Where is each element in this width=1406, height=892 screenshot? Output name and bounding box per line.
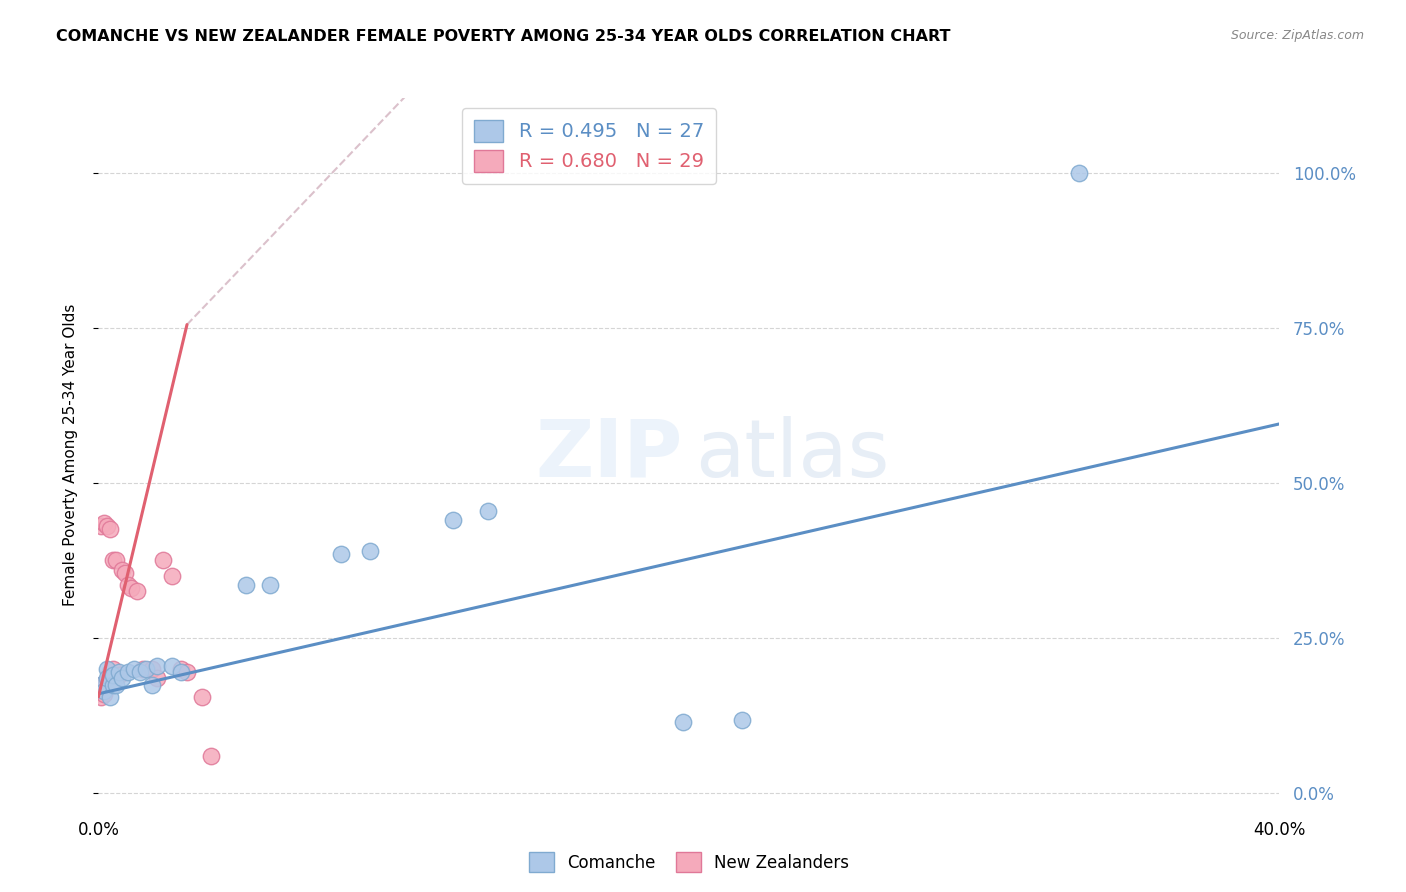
Point	[132, 662, 155, 676]
Point	[103, 668, 125, 682]
Point	[103, 674, 125, 689]
Point	[176, 665, 198, 679]
Point	[235, 578, 257, 592]
Point	[111, 671, 134, 685]
Point	[170, 665, 193, 679]
Point	[117, 578, 139, 592]
Point	[125, 584, 148, 599]
Text: COMANCHE VS NEW ZEALANDER FEMALE POVERTY AMONG 25-34 YEAR OLDS CORRELATION CHART: COMANCHE VS NEW ZEALANDER FEMALE POVERTY…	[56, 29, 950, 44]
Legend: Comanche, New Zealanders: Comanche, New Zealanders	[522, 846, 856, 879]
Point	[359, 544, 381, 558]
Point	[93, 683, 115, 698]
Point	[128, 665, 150, 679]
Point	[98, 690, 121, 704]
Point	[111, 563, 134, 577]
Point	[146, 659, 169, 673]
Point	[98, 522, 121, 536]
Point	[96, 671, 118, 685]
Point	[441, 513, 464, 527]
Point	[477, 504, 499, 518]
Point	[90, 690, 112, 704]
Point	[146, 671, 169, 685]
Point	[93, 677, 115, 691]
Point	[731, 713, 754, 727]
Point	[98, 665, 121, 679]
Point	[141, 662, 163, 676]
Point	[90, 677, 112, 691]
Point	[152, 553, 174, 567]
Point	[96, 519, 118, 533]
Point	[117, 665, 139, 679]
Point	[96, 662, 118, 676]
Y-axis label: Female Poverty Among 25-34 Year Olds: Female Poverty Among 25-34 Year Olds	[63, 304, 77, 606]
Point	[162, 569, 183, 583]
Point	[108, 668, 131, 682]
Point	[90, 519, 112, 533]
Point	[114, 566, 136, 580]
Text: atlas: atlas	[695, 416, 889, 494]
Point	[259, 578, 281, 592]
Point	[96, 674, 118, 689]
Point	[141, 677, 163, 691]
Point	[672, 714, 695, 729]
Point	[93, 687, 115, 701]
Point	[162, 659, 183, 673]
Point	[90, 677, 112, 691]
Point	[329, 547, 352, 561]
Point	[200, 748, 222, 763]
Point	[103, 677, 125, 691]
Point	[122, 662, 145, 676]
Point	[103, 553, 125, 567]
Point	[105, 677, 128, 691]
Point	[1067, 165, 1090, 179]
Point	[120, 582, 142, 596]
Point	[93, 516, 115, 531]
Point	[191, 690, 214, 704]
Point	[108, 665, 131, 679]
Point	[103, 662, 125, 676]
Text: ZIP: ZIP	[536, 416, 683, 494]
Text: Source: ZipAtlas.com: Source: ZipAtlas.com	[1230, 29, 1364, 42]
Point	[105, 553, 128, 567]
Point	[135, 662, 157, 676]
Point	[170, 662, 193, 676]
